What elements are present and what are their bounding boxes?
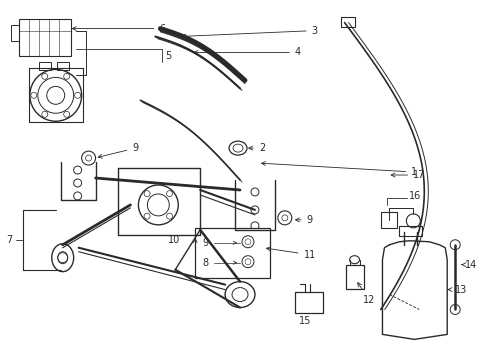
Text: 12: 12	[357, 283, 375, 305]
Text: 6: 6	[72, 24, 165, 33]
Text: 15: 15	[298, 316, 310, 327]
Bar	[345, 265, 363, 289]
Bar	[399, 226, 422, 236]
Bar	[340, 17, 354, 27]
Bar	[11, 24, 19, 41]
Text: 7: 7	[6, 235, 12, 245]
Text: 13: 13	[447, 284, 467, 294]
Bar	[195, 228, 269, 278]
Text: 5: 5	[165, 51, 171, 62]
Text: 8: 8	[202, 258, 208, 268]
Text: 9: 9	[295, 215, 312, 225]
Text: 14: 14	[461, 260, 476, 270]
Text: 4: 4	[194, 48, 300, 58]
Bar	[381, 212, 397, 228]
Text: 9: 9	[98, 143, 138, 158]
Bar	[39, 62, 51, 71]
Text: 9: 9	[202, 238, 208, 248]
Text: 10: 10	[168, 235, 180, 245]
Text: 2: 2	[248, 143, 264, 153]
Text: 11: 11	[266, 247, 315, 260]
Text: 1: 1	[261, 162, 417, 177]
Text: 3: 3	[182, 26, 317, 38]
Text: 17: 17	[390, 170, 425, 180]
Text: 16: 16	[408, 191, 421, 201]
Bar	[294, 292, 322, 314]
Bar	[19, 19, 71, 57]
Bar	[57, 62, 68, 71]
